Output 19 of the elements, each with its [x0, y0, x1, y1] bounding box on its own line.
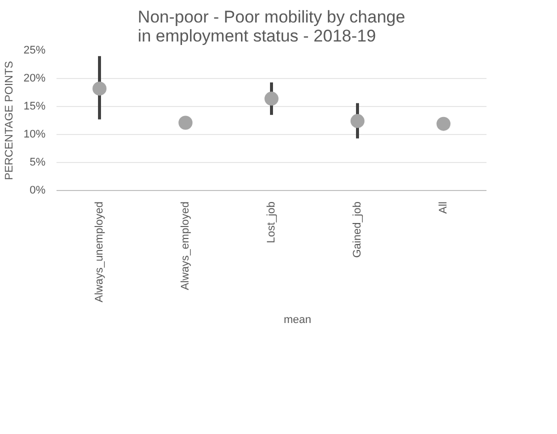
point [436, 116, 450, 131]
y-tick-label: 25% [23, 44, 46, 56]
point [92, 82, 106, 96]
point [264, 92, 278, 106]
x-tick-label: Always_employed [180, 202, 192, 290]
y-axis-title: PERCENTAGE POINTS [3, 61, 16, 180]
text: mean [284, 314, 312, 326]
x-tick-label: Always_unemployed [94, 202, 106, 302]
chart-title: Non-poor - Poor mobility by change in employment status - 2018-19 [138, 8, 406, 46]
y-tick-label: 15% [23, 100, 46, 112]
x-tick-label: Gained_job [352, 201, 364, 258]
y-tick-label: 10% [23, 128, 46, 140]
point [178, 116, 192, 130]
x-tick-label: All [438, 201, 450, 214]
y-tick-label: 0% [30, 184, 46, 196]
y-tick-label: 20% [23, 72, 46, 84]
point [350, 114, 364, 128]
x-tick-label: Lost_job [266, 201, 278, 244]
y-tick-label: 5% [30, 156, 46, 168]
